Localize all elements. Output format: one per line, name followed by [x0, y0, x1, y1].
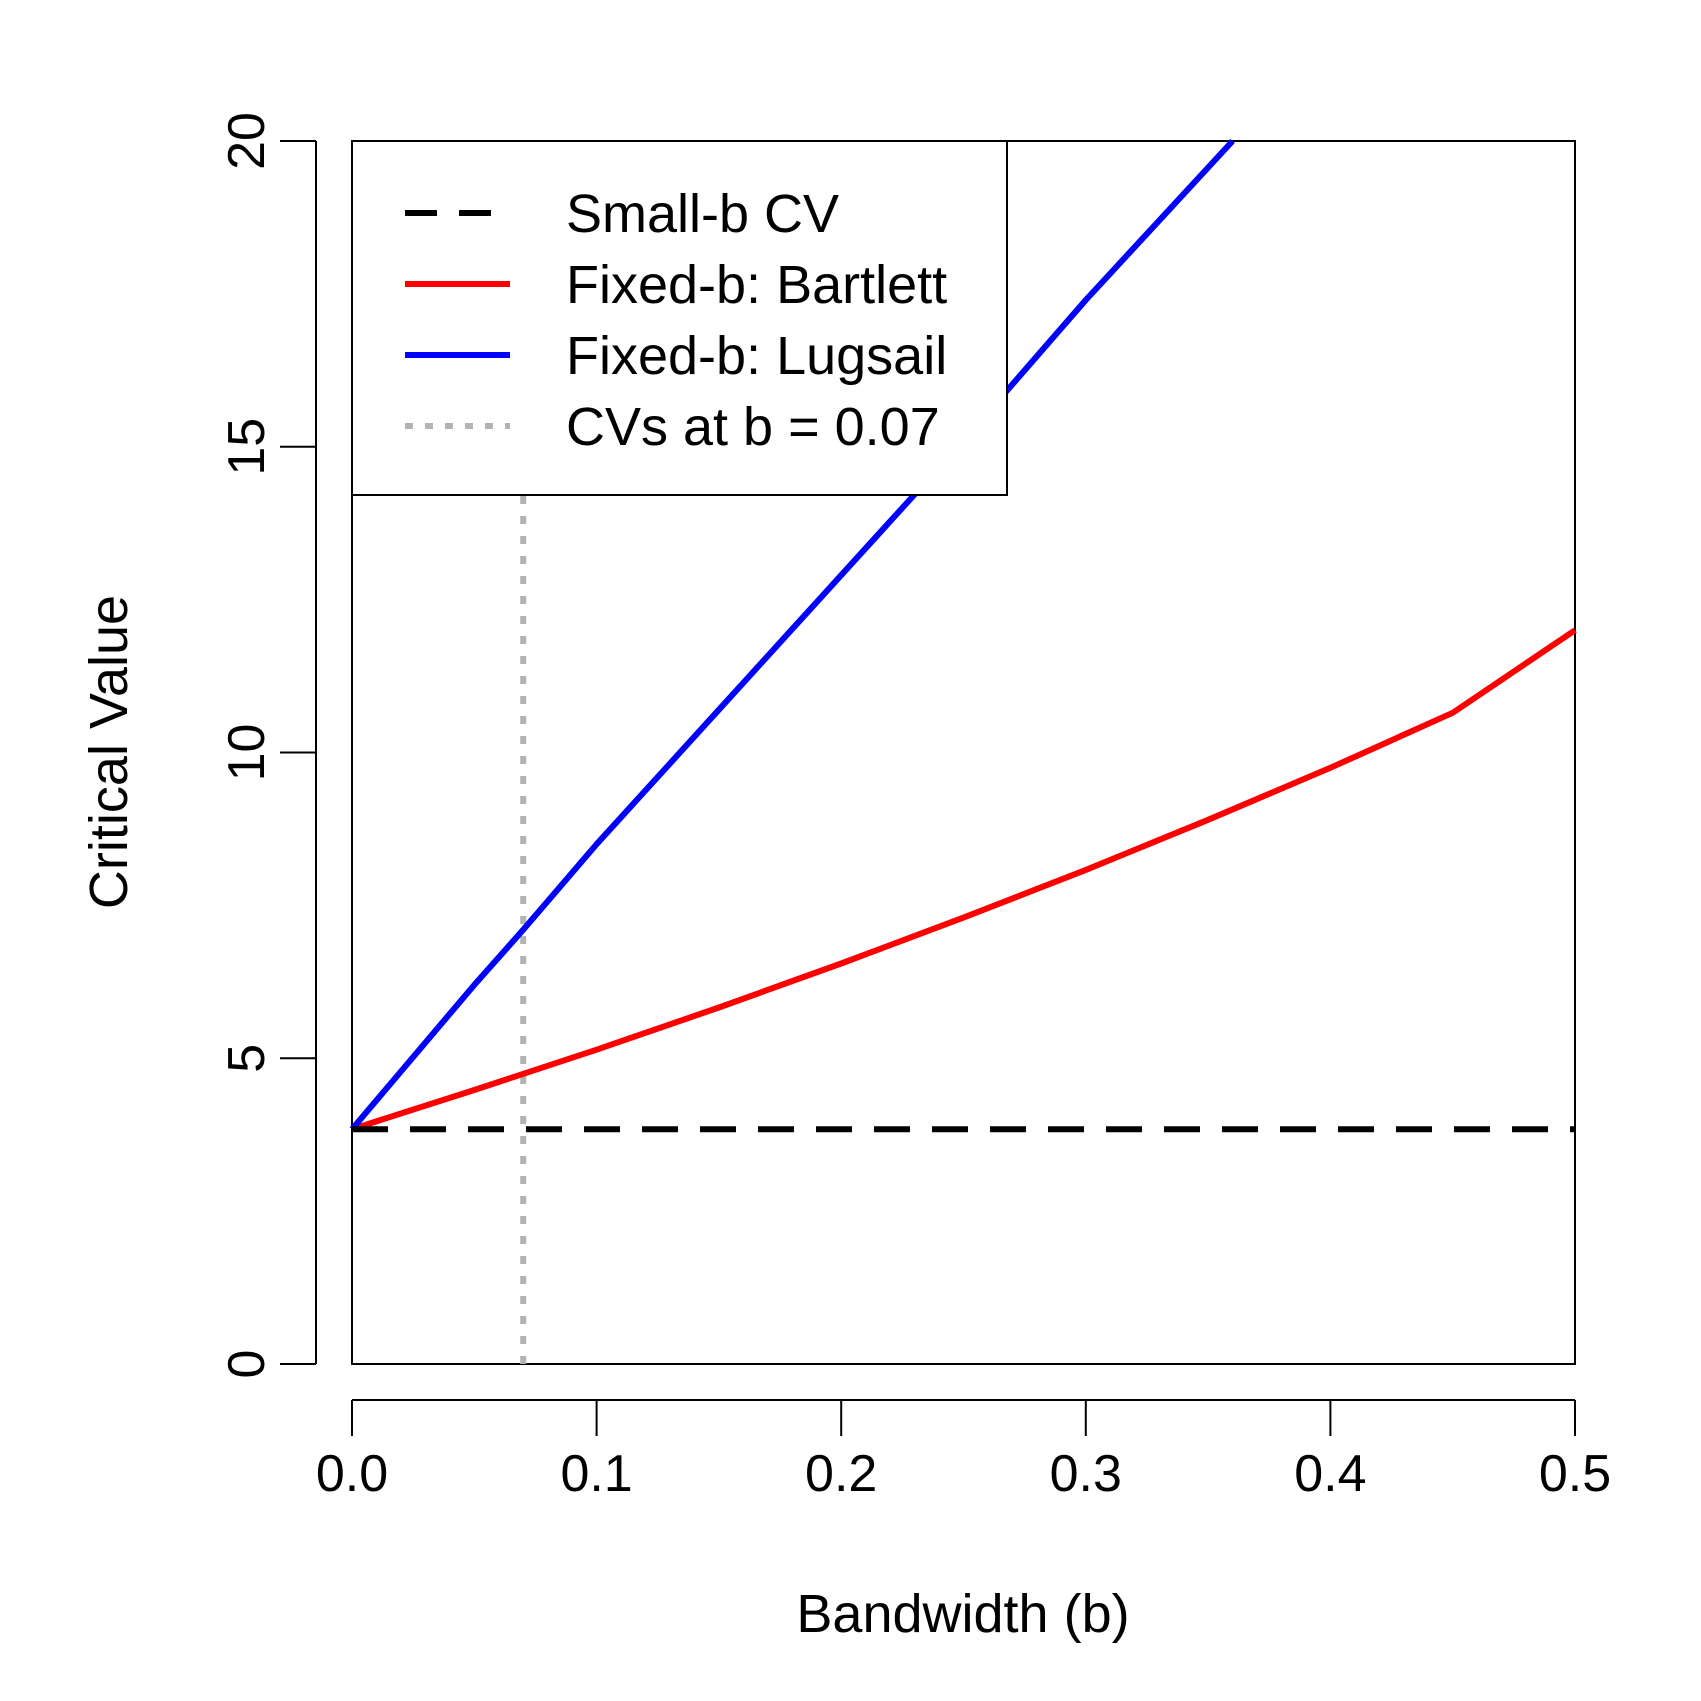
- x-tick-label: 0.1: [560, 1445, 632, 1503]
- series-line-2: [351, 627, 1577, 1133]
- y-tick-label: 15: [218, 418, 276, 476]
- series-layer: [349, 138, 1577, 1364]
- x-tick-label: 0.3: [1050, 1445, 1122, 1503]
- legend-label: Fixed-b: Bartlett: [566, 255, 947, 315]
- y-tick-label: 5: [218, 1044, 276, 1073]
- x-tick-label: 0.0: [316, 1445, 388, 1503]
- x-tick-label: 0.2: [805, 1445, 877, 1503]
- x-axis: 0.0 0.1 0.2 0.3 0.4 0.5: [316, 1399, 1611, 1503]
- legend-label: CVs at b = 0.07: [566, 397, 940, 457]
- y-tick-label: 10: [218, 724, 276, 782]
- legend-box: [351, 140, 1008, 496]
- x-tick-label: 0.4: [1294, 1445, 1366, 1503]
- y-axis: 0 5 10 15 20: [218, 112, 317, 1379]
- legend: Small-b CV Fixed-b: Bartlett Fixed-b: Lugs…: [351, 140, 1008, 496]
- legend-label: Small-b CV: [566, 184, 839, 244]
- y-tick-label: 20: [218, 112, 276, 170]
- series-line-3: [349, 138, 1235, 1132]
- x-tick-label: 0.5: [1539, 1445, 1611, 1503]
- y-tick-label: 0: [218, 1350, 276, 1379]
- y-axis-title: Critical Value: [79, 595, 139, 909]
- x-axis-title: Bandwidth (b): [796, 1584, 1129, 1644]
- legend-label: Fixed-b: Lugsail: [566, 326, 947, 386]
